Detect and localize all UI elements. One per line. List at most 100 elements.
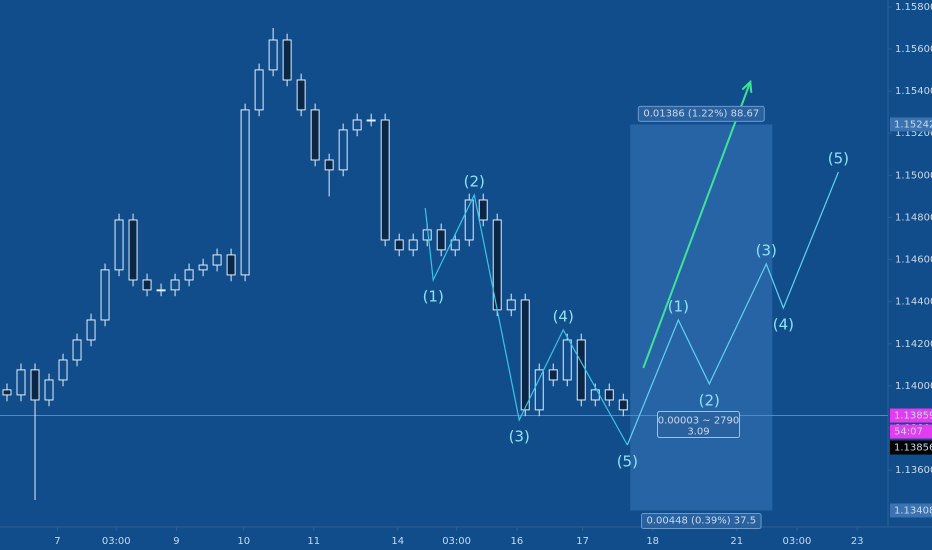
candle-body: [72, 339, 82, 361]
candle: [576, 333, 586, 407]
y-tick-label: 1.15800: [895, 2, 932, 13]
candle-body: [618, 399, 628, 411]
candle-body: [128, 219, 138, 281]
y-tick-label: 1.15200: [895, 128, 932, 139]
countdown: 54:07: [894, 427, 923, 438]
wave-label: (1): [423, 287, 444, 305]
candle-body: [2, 389, 12, 396]
candle: [520, 293, 530, 417]
candle-body: [408, 239, 418, 251]
candle-body: [520, 299, 530, 411]
candle: [548, 363, 558, 387]
x-tick-label: 16: [510, 536, 523, 547]
candle-body: [548, 369, 558, 381]
last-price-box: [890, 440, 932, 455]
candle-body: [226, 254, 236, 276]
measure-range: [630, 124, 773, 511]
price-tag: 1.13408: [894, 505, 932, 516]
wave-label: (3): [509, 427, 530, 445]
candle-body: [310, 109, 320, 161]
y-tick-label: 1.14400: [895, 297, 932, 308]
candle: [562, 333, 572, 387]
wave-label: (3): [756, 241, 777, 259]
arrow-head: [741, 79, 753, 93]
candle-body: [212, 254, 222, 266]
candle: [240, 103, 250, 282]
candle: [450, 233, 460, 257]
candle: [198, 258, 208, 277]
wave-label: (5): [617, 453, 638, 471]
candle: [2, 383, 12, 402]
price-tag: 1.13859: [894, 411, 932, 422]
candle-body: [282, 39, 292, 81]
candle-body: [352, 119, 362, 131]
range-bottom-label-box: [641, 512, 762, 529]
price-tag-box: [890, 503, 932, 518]
wave-label: (2): [464, 172, 485, 190]
x-tick-label: 03:00: [783, 536, 812, 547]
wave-label: (2): [699, 391, 720, 409]
candle-body: [184, 269, 194, 281]
last-price: 1.13856: [894, 443, 932, 454]
x-tick-label: 03:00: [442, 536, 471, 547]
candle: [380, 113, 390, 247]
candle: [16, 363, 26, 402]
wave-label: (4): [553, 307, 574, 325]
candle: [506, 293, 516, 317]
candle: [268, 27, 278, 77]
candle: [366, 113, 376, 127]
x-tick-label: 17: [576, 536, 589, 547]
price-tag: 1.15242: [894, 119, 932, 130]
candle: [58, 353, 68, 387]
candle: [436, 223, 446, 257]
candle: [534, 363, 544, 417]
wave-line: [424, 193, 628, 446]
candle-body: [16, 369, 26, 396]
y-tick-label: 1.14000: [895, 381, 932, 392]
candle-body: [268, 39, 278, 71]
x-tick-label: 18: [646, 536, 659, 547]
x-tick-label: 7: [54, 536, 60, 547]
y-tick-label: 1.15600: [895, 44, 932, 55]
candle: [338, 123, 348, 177]
candle: [72, 333, 82, 367]
candle-body: [30, 369, 40, 401]
candle-body: [576, 339, 586, 401]
candle: [128, 213, 138, 287]
candle-body: [240, 109, 250, 276]
candle-body: [380, 119, 390, 241]
candle: [492, 213, 502, 317]
candle-body: [394, 239, 404, 251]
range-bottom-label: 0.00448 (0.39%) 37.5: [647, 515, 757, 526]
candle: [142, 273, 152, 297]
y-tick-label: 1.15000: [895, 170, 932, 181]
candle: [184, 263, 194, 287]
wave-label: (4): [773, 315, 794, 333]
candle: [30, 363, 40, 500]
candle: [86, 313, 96, 347]
candle-body: [450, 239, 460, 251]
x-tick-label: 14: [391, 536, 404, 547]
candle: [282, 33, 292, 87]
candle: [310, 103, 320, 167]
candle: [408, 233, 418, 257]
candle-body: [604, 389, 614, 401]
candle-body: [422, 229, 432, 241]
wave-label: (1): [668, 297, 689, 315]
candle-body: [254, 69, 264, 111]
projection-arrow: [642, 81, 752, 369]
range-top-label: 0.01386 (1.22%) 88.67: [643, 108, 759, 119]
range-top-label-box: [637, 105, 765, 122]
y-tick-label: 1.13600: [895, 465, 932, 476]
price-tag-box: [890, 117, 932, 132]
candle-body: [156, 289, 166, 292]
countdown-box: [890, 424, 932, 439]
candle-body: [478, 199, 488, 221]
candle: [114, 213, 124, 277]
wave-label: (5): [828, 149, 849, 167]
candle-body: [114, 219, 124, 271]
wave-line: [626, 171, 839, 446]
candle: [604, 383, 614, 407]
